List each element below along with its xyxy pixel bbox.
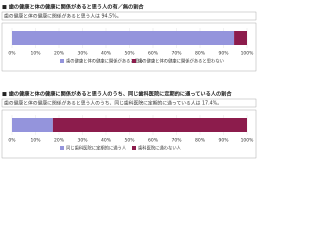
subtitle-box [1, 98, 257, 108]
subtitle-box [1, 11, 257, 21]
x-tick-label: 10% [30, 138, 41, 144]
legend-label: 歯科医院に通わない人 [138, 145, 182, 152]
x-tick-label: 90% [218, 138, 229, 144]
x-tick-label: 50% [124, 51, 135, 57]
x-tick-label: 30% [77, 51, 88, 57]
x-tick-label: 30% [77, 138, 88, 144]
x-tick-label: 100% [241, 138, 255, 144]
x-tick-label: 40% [101, 138, 112, 144]
x-tick-label: 40% [101, 51, 112, 57]
x-tick-label: 60% [148, 138, 159, 144]
chart-title: ■ 歯の健康と体の健康に関係があると思う人のうち、同じ歯科医院に定期的に通ってい… [2, 90, 232, 98]
x-tick-label: 80% [195, 51, 206, 57]
x-tick-label: 0% [8, 51, 16, 57]
page: ■ 歯の健康と体の健康に関係があると思う人の有／無の割合歯の健康と体の健康に関係… [1, 3, 257, 159]
x-tick-label: 10% [30, 51, 41, 57]
chart-subtitle: 歯の健康と体の健康に関係があると思う人のうち、同じ歯科医院に定期的に通っている人… [4, 100, 222, 107]
x-tick-label: 20% [54, 51, 65, 57]
legend-swatch [60, 59, 64, 63]
bar-segment [234, 31, 247, 45]
chart-title: ■ 歯の健康と体の健康に関係があると思う人の有／無の割合 [2, 3, 144, 11]
legend-swatch [132, 59, 136, 63]
legend-swatch [132, 146, 136, 150]
x-tick-label: 20% [54, 138, 65, 144]
x-tick-label: 70% [171, 51, 182, 57]
legend-label: 歯の健康と体の健康に関係があると思わない [138, 58, 224, 65]
x-tick-label: 90% [218, 51, 229, 57]
x-tick-label: 0% [8, 138, 16, 144]
plot-frame [1, 109, 257, 159]
x-tick-label: 50% [124, 138, 135, 144]
bar-segment [12, 118, 53, 132]
bar-segment [52, 118, 247, 132]
legend-label: 歯の健康と体の健康に関係があると思う [66, 58, 143, 65]
chart-subtitle: 歯の健康と体の健康に関係があると思う人は 94.5%。 [4, 13, 122, 20]
x-tick-label: 100% [241, 51, 255, 57]
x-tick-label: 80% [195, 138, 206, 144]
legend-swatch [60, 146, 64, 150]
x-tick-label: 60% [148, 51, 159, 57]
bar-segment [12, 31, 235, 45]
x-tick-label: 70% [171, 138, 182, 144]
legend-label: 同じ歯科医院に定期的に通う人 [66, 145, 127, 152]
